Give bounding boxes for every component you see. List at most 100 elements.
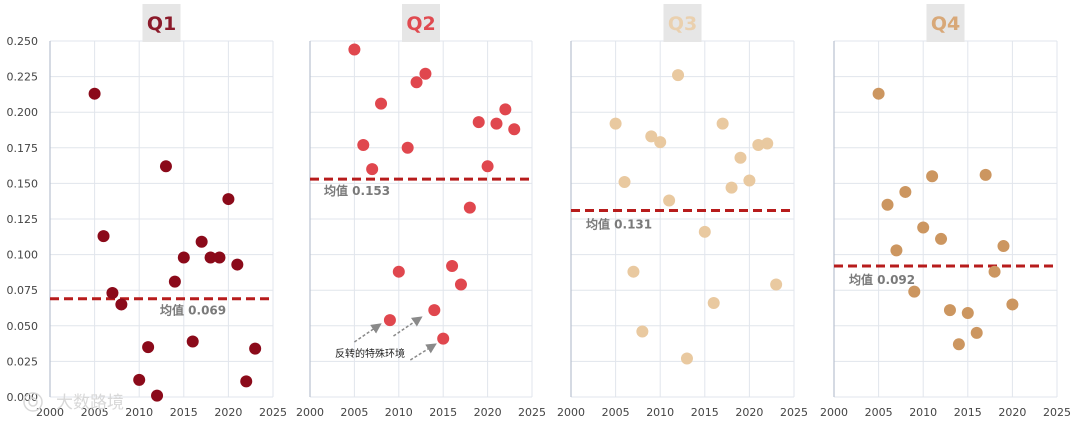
x-tick-label: 2015	[691, 406, 719, 419]
data-point	[988, 265, 1001, 278]
mean-label: 均值 0.153	[324, 183, 390, 198]
x-tick-label: 2020	[474, 406, 502, 419]
data-point	[926, 170, 939, 183]
data-point	[159, 160, 172, 173]
data-point	[177, 251, 190, 264]
data-point	[680, 352, 693, 365]
data-point	[410, 76, 423, 89]
x-tick-label: 2005	[340, 406, 368, 419]
data-point	[997, 240, 1010, 253]
data-point	[979, 168, 992, 181]
data-point	[952, 338, 965, 351]
data-point	[213, 251, 226, 264]
panel-q4: 2000 2005 2010 2015 2020 2025 Q4 均值 0.092	[820, 4, 1071, 419]
panel-title: Q3	[668, 13, 697, 35]
data-point	[186, 335, 199, 348]
data-point	[195, 235, 208, 248]
data-point	[725, 181, 738, 194]
x-tick-label: 2005	[81, 406, 109, 419]
data-point	[472, 116, 485, 129]
watermark-logo-icon	[23, 392, 43, 412]
data-point	[970, 326, 983, 339]
data-point	[375, 97, 388, 110]
data-point	[890, 244, 903, 257]
x-tick-label: 2015	[170, 406, 198, 419]
data-point	[672, 69, 685, 82]
data-point	[446, 259, 459, 272]
data-point	[872, 87, 885, 100]
data-point	[698, 225, 711, 238]
data-point	[106, 287, 119, 300]
data-point	[908, 285, 921, 298]
data-point	[716, 117, 729, 130]
x-tick-label: 2005	[865, 406, 893, 419]
x-tick-label: 2000	[36, 406, 64, 419]
panel-title: Q1	[147, 13, 176, 35]
data-point	[943, 304, 956, 317]
data-point	[490, 117, 503, 130]
x-tick-label: 2020	[735, 406, 763, 419]
data-point	[222, 193, 235, 206]
title-box	[142, 4, 181, 42]
title-box	[402, 4, 440, 42]
x-tick-label: 2005	[602, 406, 630, 419]
annotation-arrow	[353, 323, 382, 343]
data-point	[366, 163, 379, 176]
x-tick-label: 2025	[780, 406, 808, 419]
y-tick-label: 0.000	[7, 391, 39, 404]
data-point	[88, 87, 101, 100]
data-point	[645, 130, 658, 143]
data-point	[1006, 298, 1019, 311]
y-tick-label: 0.150	[7, 177, 39, 190]
panel-q1: 0.000 0.025 0.050 0.075 0.100 0.125 0.150 0.175…	[7, 4, 287, 419]
panel-q3: 2000 2005 2010 2015 2020 2025 Q3 均值 0.131	[557, 4, 808, 419]
x-tick-label: 2025	[1043, 406, 1071, 419]
data-point	[609, 117, 622, 130]
data-point	[734, 151, 747, 164]
y-tick-label: 0.050	[7, 320, 39, 333]
data-point	[115, 298, 128, 311]
data-point	[454, 278, 467, 291]
data-point	[961, 306, 974, 319]
data-point	[463, 201, 476, 214]
data-point	[249, 342, 262, 355]
x-tick-label: 2015	[429, 406, 457, 419]
title-box	[926, 4, 965, 42]
data-point	[240, 375, 253, 388]
y-tick-label: 0.250	[7, 35, 39, 48]
data-point	[357, 138, 370, 151]
y-tick-label: 0.075	[7, 284, 39, 297]
annotation-arrow	[409, 343, 437, 361]
x-tick-label: 2010	[385, 406, 413, 419]
mean-label: 均值 0.069	[160, 303, 226, 318]
data-point	[881, 198, 894, 211]
data-point	[142, 341, 155, 354]
mean-label: 均值 0.092	[849, 272, 915, 287]
data-point	[204, 251, 217, 264]
data-point	[899, 185, 912, 198]
x-tick-label: 2000	[820, 406, 848, 419]
data-point	[481, 160, 494, 173]
chart-panels: 0.000 0.025 0.050 0.075 0.100 0.125 0.150 0.175…	[7, 4, 1071, 419]
data-point	[770, 278, 783, 291]
data-point	[133, 373, 146, 386]
y-tick-label: 0.225	[7, 71, 39, 84]
x-tick-label: 2020	[998, 406, 1026, 419]
title-box	[663, 4, 702, 42]
x-tick-label: 2015	[954, 406, 982, 419]
x-tick-label: 2025	[259, 406, 287, 419]
data-point	[97, 230, 110, 243]
mean-label: 均值 0.131	[586, 216, 652, 231]
x-tick-label: 2025	[518, 406, 546, 419]
data-point	[627, 265, 640, 278]
y-tick-label: 0.200	[7, 106, 39, 119]
data-point	[636, 325, 649, 338]
data-point	[499, 103, 512, 116]
x-tick-label: 2000	[557, 406, 585, 419]
x-tick-label: 2010	[646, 406, 674, 419]
data-point	[707, 297, 720, 310]
data-point	[752, 138, 765, 151]
x-tick-label: 2010	[125, 406, 153, 419]
data-point	[348, 43, 361, 56]
